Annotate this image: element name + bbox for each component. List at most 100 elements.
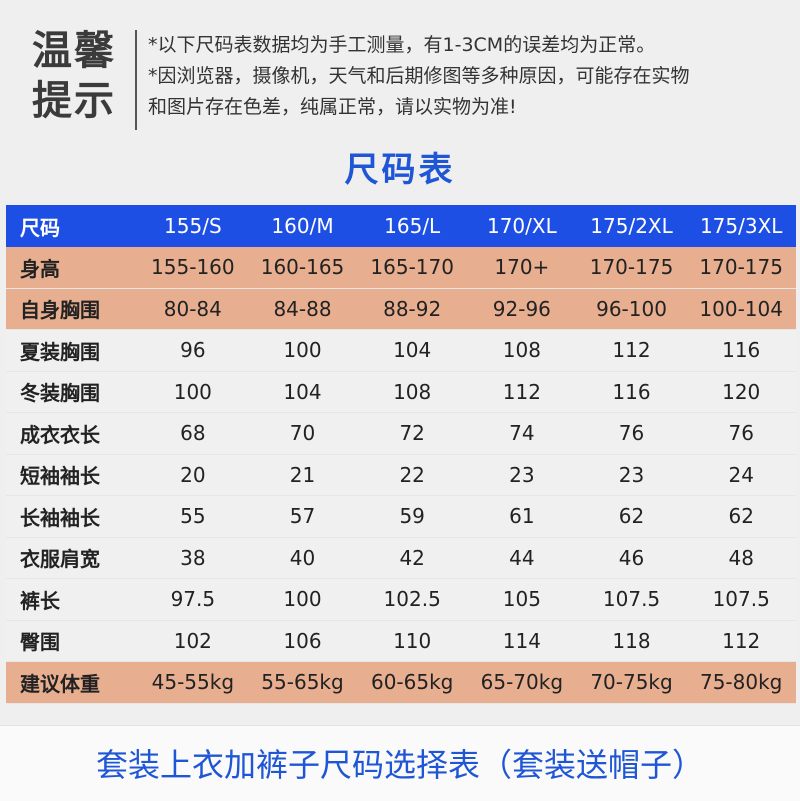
table-cell: 61 <box>509 504 535 529</box>
table-cell: 108 <box>393 379 432 404</box>
header-cell: 160/M <box>271 214 334 238</box>
table-row: 自身胸围 80-84 84-88 88-92 92-96 96-100 100-104 <box>6 288 796 330</box>
table-cell: 20 <box>180 462 206 487</box>
table-row: 夏装胸围 96 100 104 108 112 116 <box>6 330 796 372</box>
notice-heading-line2: 提示 <box>32 78 116 124</box>
table-row: 裤长 97.5 100 102.5 105 107.5 107.5 <box>6 579 796 621</box>
table-cell: 112 <box>502 379 541 404</box>
table-cell: 24 <box>728 462 754 487</box>
table-cell: 55-65kg <box>261 670 344 695</box>
table-cell: 110 <box>393 628 432 653</box>
table-cell: 74 <box>509 421 535 446</box>
table-cell: 70 <box>289 421 316 446</box>
size-table-header-row: 尺码 155/S 160/M 165/L 170/XL 175/2XL 175/… <box>6 205 796 247</box>
table-cell: 72 <box>399 421 425 446</box>
table-cell: 107.5 <box>602 587 661 612</box>
table-cell: 59 <box>399 504 425 529</box>
row-label: 夏装胸围 <box>20 339 100 364</box>
notice-divider <box>135 30 137 130</box>
row-label: 身高 <box>20 256 60 281</box>
table-cell: 84-88 <box>273 296 332 321</box>
table-cell: 160-165 <box>260 255 345 280</box>
table-cell: 114 <box>502 628 541 653</box>
table-cell: 116 <box>612 379 651 404</box>
table-cell: 106 <box>283 628 322 653</box>
table-cell: 116 <box>722 338 761 363</box>
table-cell: 118 <box>612 628 651 653</box>
table-cell: 75-80kg <box>699 670 783 695</box>
table-cell: 46 <box>618 545 645 570</box>
row-label: 裤长 <box>20 588 60 613</box>
table-cell: 112 <box>722 628 761 653</box>
table-cell: 105 <box>502 587 541 612</box>
table-row: 身高 155-160 160-165 165-170 170+ 170-175 170-17… <box>6 247 796 289</box>
table-cell: 104 <box>393 338 432 363</box>
table-row: 建议体重 45-55kg 55-65kg 60-65kg 65-70kg 70-75kg 7… <box>6 662 796 704</box>
table-cell: 80-84 <box>163 296 222 321</box>
table-cell: 96-100 <box>596 296 667 321</box>
table-cell: 102.5 <box>383 587 441 612</box>
table-cell: 70-75kg <box>590 670 673 695</box>
row-label: 短袖袖长 <box>20 464 100 489</box>
table-cell: 65-70kg <box>480 670 564 695</box>
footer-banner: 套装上衣加裤子尺码选择表（套装送帽子） <box>0 725 800 801</box>
table-cell: 88-92 <box>383 296 442 321</box>
header-cell: 175/3XL <box>699 214 783 238</box>
notice-lines: *以下尺码表数据均为手工测量，有1-3CM的误差均为正常。 *因浏览器，摄像机，… <box>148 30 793 123</box>
table-row: 成衣衣长 68 70 72 74 76 76 <box>6 413 796 455</box>
table-cell: 170+ <box>494 255 550 280</box>
row-label: 臀围 <box>20 630 60 655</box>
size-table: 尺码 155/S 160/M 165/L 170/XL 175/2XL 175/… <box>6 205 796 704</box>
notice-heading-line1: 温馨 <box>32 28 116 74</box>
table-row: 臀围 102 106 110 114 118 112 <box>6 620 796 662</box>
table-cell: 97.5 <box>170 587 216 612</box>
table-row: 长袖袖长 55 57 59 61 62 62 <box>6 496 796 538</box>
table-cell: 107.5 <box>712 587 770 612</box>
table-cell: 170-175 <box>699 255 783 280</box>
table-cell: 40 <box>289 545 316 570</box>
size-table-title: 尺码表 <box>344 150 456 190</box>
table-cell: 92-96 <box>492 296 551 321</box>
table-cell: 76 <box>618 421 645 446</box>
table-cell: 55 <box>180 504 206 529</box>
table-cell: 45-55kg <box>151 670 235 695</box>
table-cell: 100 <box>283 338 322 363</box>
table-row: 冬装胸围 100 104 108 112 116 120 <box>6 371 796 413</box>
table-row: 短袖袖长 20 21 22 23 23 24 <box>6 454 796 496</box>
table-cell: 57 <box>289 504 316 529</box>
table-cell: 62 <box>728 504 754 529</box>
table-cell: 21 <box>289 462 316 487</box>
table-cell: 108 <box>502 338 541 363</box>
footer-text: 套装上衣加裤子尺码选择表（套装送帽子） <box>95 746 704 784</box>
table-cell: 62 <box>618 504 645 529</box>
notice-heading: 温馨 提示 <box>32 26 128 126</box>
table-cell: 100 <box>283 587 322 612</box>
table-cell: 44 <box>509 545 535 570</box>
table-row: 衣服肩宽 38 40 42 44 46 48 <box>6 537 796 579</box>
table-cell: 104 <box>283 379 322 404</box>
row-label: 长袖袖长 <box>20 505 100 530</box>
row-label: 衣服肩宽 <box>20 547 100 572</box>
size-table-body: 身高 155-160 160-165 165-170 170+ 170-175 170-17… <box>6 247 796 704</box>
header-cell: 170/XL <box>486 214 557 238</box>
header-cell: 175/2XL <box>590 214 673 238</box>
header-cell: 165/L <box>384 214 441 238</box>
table-cell: 100-104 <box>699 296 783 321</box>
table-cell: 102 <box>173 628 212 653</box>
notice-section: 温馨 提示 *以下尺码表数据均为手工测量，有1-3CM的误差均为正常。 *因浏览… <box>0 0 800 140</box>
row-label: 建议体重 <box>20 671 100 696</box>
table-cell: 22 <box>399 462 425 487</box>
notice-line-3: 和图片存在色差，纯属正常，请以实物为准! <box>148 96 517 118</box>
header-cell: 155/S <box>164 214 222 238</box>
header-cell: 尺码 <box>20 215 60 240</box>
row-label: 冬装胸围 <box>20 381 100 406</box>
table-cell: 112 <box>612 338 651 363</box>
table-cell: 42 <box>399 545 425 570</box>
table-cell: 170-175 <box>589 255 674 280</box>
table-cell: 100 <box>173 379 212 404</box>
table-cell: 23 <box>509 462 535 487</box>
table-cell: 48 <box>728 545 754 570</box>
table-cell: 60-65kg <box>370 670 454 695</box>
table-cell: 155-160 <box>151 255 235 280</box>
table-cell: 23 <box>618 462 645 487</box>
